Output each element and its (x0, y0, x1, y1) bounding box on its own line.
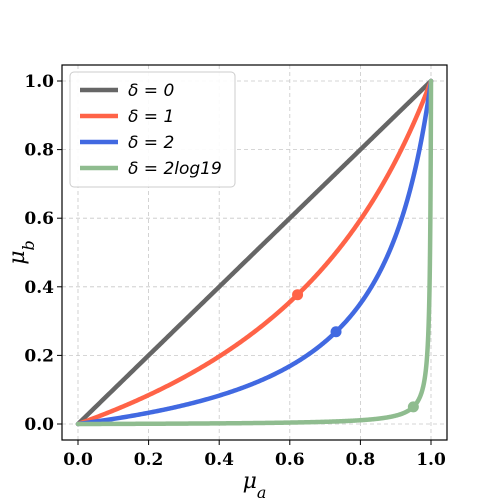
y-axis-label: μb (5, 240, 38, 265)
x-tick-label: 0.2 (134, 450, 164, 470)
y-tick-label: 0.6 (24, 209, 54, 229)
legend: δ = 0 δ = 1 δ = 2 δ = 2log19 (69, 71, 236, 188)
y-tick-label: 1.0 (24, 72, 54, 92)
y-tick-label: 0.8 (24, 141, 54, 161)
x-tick-label: 1.0 (416, 450, 446, 470)
series-marker (330, 326, 342, 338)
x-tick-label: 0.4 (204, 450, 234, 470)
legend-label: δ = 1 (128, 107, 174, 127)
series-line (75, 78, 434, 427)
legend-label: δ = 2 (128, 133, 174, 153)
x-tick-label: 0.8 (346, 450, 376, 470)
y-tick-label: 0.2 (24, 346, 54, 366)
plot-frame (61, 64, 448, 441)
x-tick-label: 0.0 (63, 450, 93, 470)
ticks: 0.0 0.2 0.4 0.6 0.8 1.0 0.0 0.2 0.4 0.6 0.8 1.0 (24, 72, 446, 470)
legend-box (69, 71, 236, 188)
legend-label: δ = 2log19 (128, 159, 222, 179)
x-axis-label: μa (243, 469, 267, 498)
series-layer (75, 78, 434, 427)
x-tick-label: 0.6 (275, 450, 305, 470)
marker-layer (292, 289, 419, 413)
y-tick-label: 0.4 (24, 278, 54, 298)
y-tick-label: 0.0 (24, 415, 54, 435)
series-marker (292, 289, 304, 301)
legend-label: δ = 0 (128, 81, 174, 101)
series-marker (407, 401, 419, 413)
